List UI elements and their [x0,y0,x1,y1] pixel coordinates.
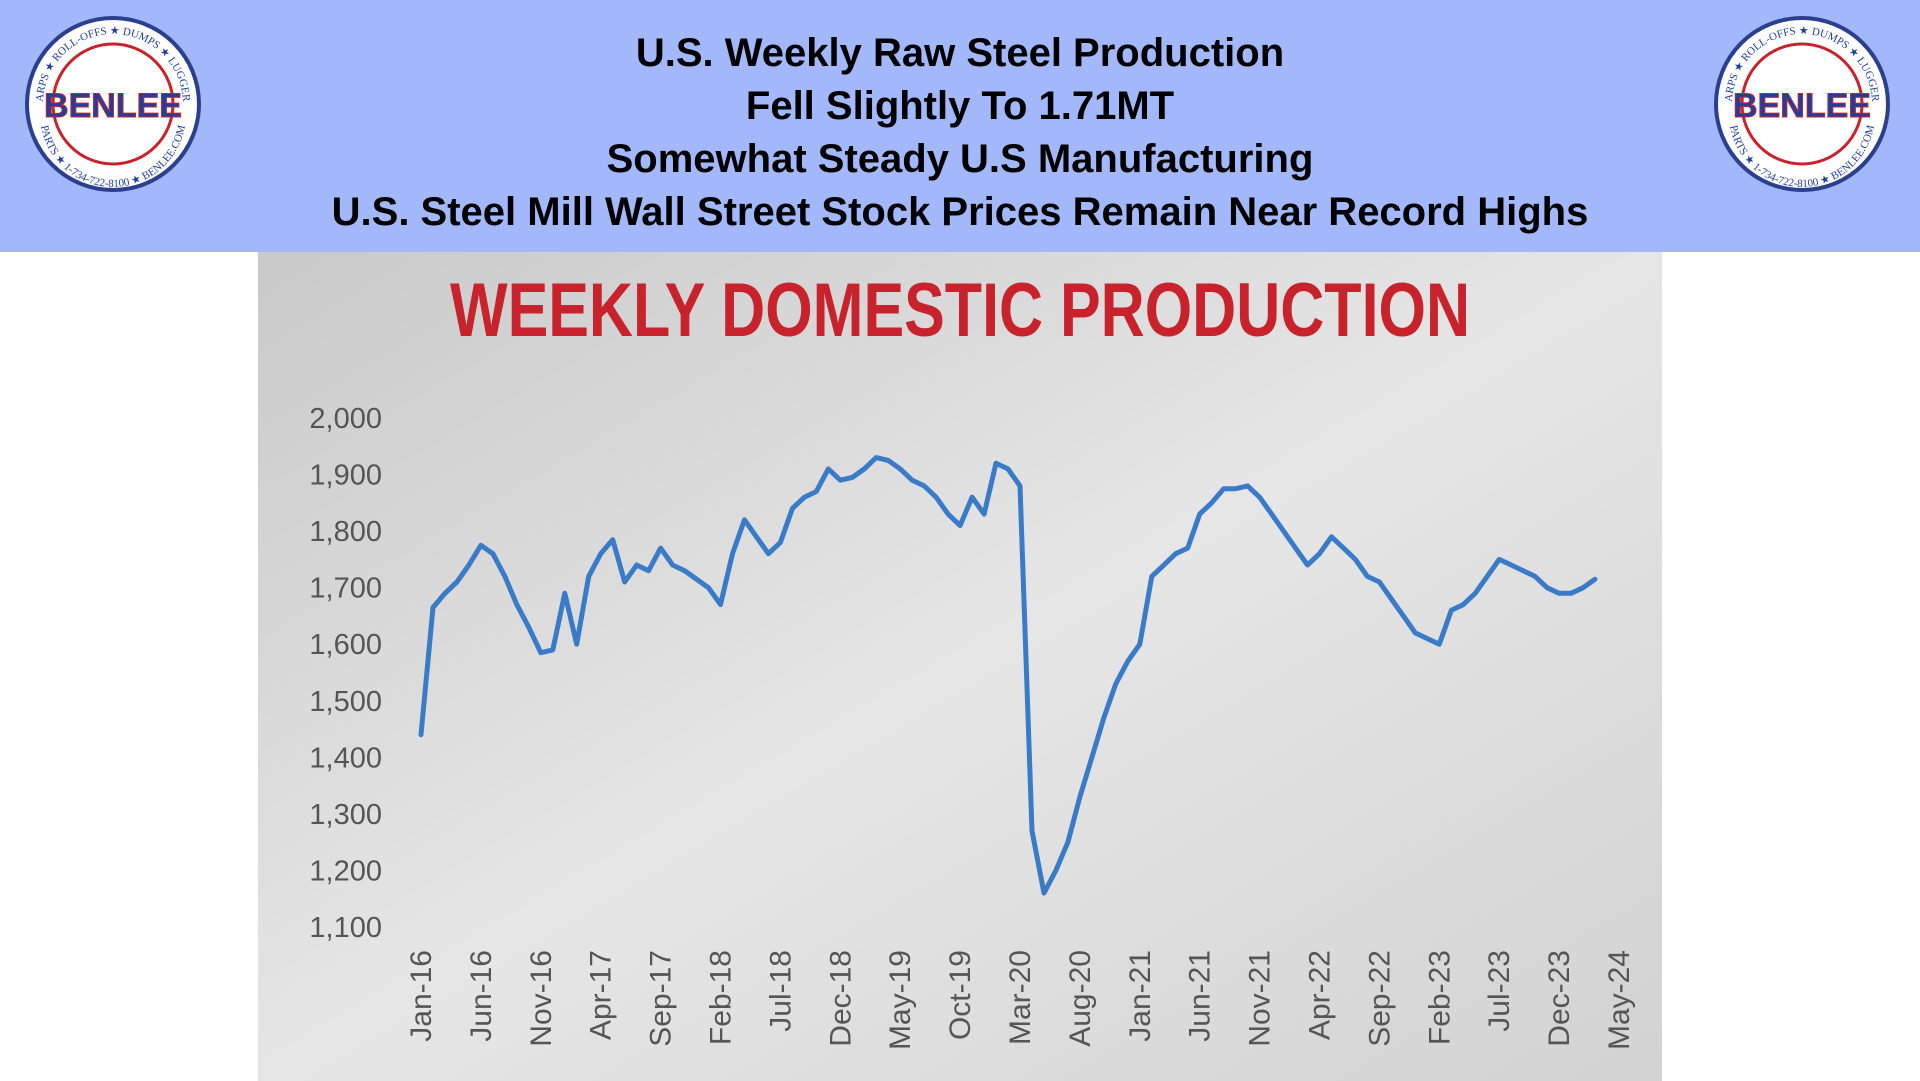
x-tick-label: May-24 [1603,950,1636,1050]
logo-name: BENLEE [44,87,182,125]
x-tick-label: Jul-18 [764,950,797,1032]
x-tick-label: Jun-21 [1184,950,1217,1042]
logo: BENLEE TARPS ★ ROLL-OFFS ★ DUMPS ★ LUGGE… [0,0,201,192]
x-tick-label: May-19 [884,950,917,1050]
header-line: Fell Slightly To 1.71MT [746,84,1174,128]
chart-title: WEEKLY DOMESTIC PRODUCTION [450,268,1470,353]
header-line: Somewhat Steady U.S Manufacturing [607,137,1314,181]
x-tick-label: Feb-18 [705,950,738,1045]
x-tick-label: Sep-17 [645,950,678,1047]
x-tick-label: Mar-20 [1004,950,1037,1045]
y-tick-label: 1,200 [309,855,382,887]
y-tick-label: 1,900 [309,460,382,492]
x-tick-label: Jun-16 [465,950,498,1042]
logo-name: BENLEE [1733,87,1871,125]
x-tick-label: Apr-22 [1304,950,1337,1040]
x-tick-label: Jul-23 [1483,950,1516,1032]
x-tick-label: Dec-23 [1543,950,1576,1047]
x-tick-label: Apr-17 [585,950,618,1040]
line [418,455,1598,896]
x-tick-label: Jan-16 [405,950,438,1042]
x-tick-label: Oct-19 [944,950,977,1040]
x-tick-label: Jan-21 [1124,950,1157,1042]
y-tick-label: 1,800 [309,516,382,548]
y-tick-label: 2,000 [309,403,382,435]
x-tick-label: Nov-21 [1244,950,1277,1047]
y-tick-label: 1,500 [309,686,382,718]
y-tick-label: 1,600 [309,629,382,661]
y-tick-label: 1,300 [309,799,382,831]
x-tick-label: Aug-20 [1064,950,1097,1047]
x-tick-label: Nov-16 [525,950,558,1047]
header-line: U.S. Weekly Raw Steel Production [636,31,1284,75]
y-tick-label: 1,700 [309,573,382,605]
y-tick-label: 1,400 [309,742,382,774]
chart-background [258,252,1662,1081]
plot: 1,100 1,200 1,300 1,400 1,500 1,600 1,700 1,800… [309,403,1636,1050]
y-tick-label: 1,100 [309,912,382,944]
header-line: U.S. Steel Mill Wall Street Stock Prices… [332,190,1589,234]
x-tick-label: Sep-22 [1363,950,1396,1047]
x-tick-label: Dec-18 [824,950,857,1047]
x-tick-label: Feb-23 [1423,950,1456,1045]
header-band [0,0,1920,252]
